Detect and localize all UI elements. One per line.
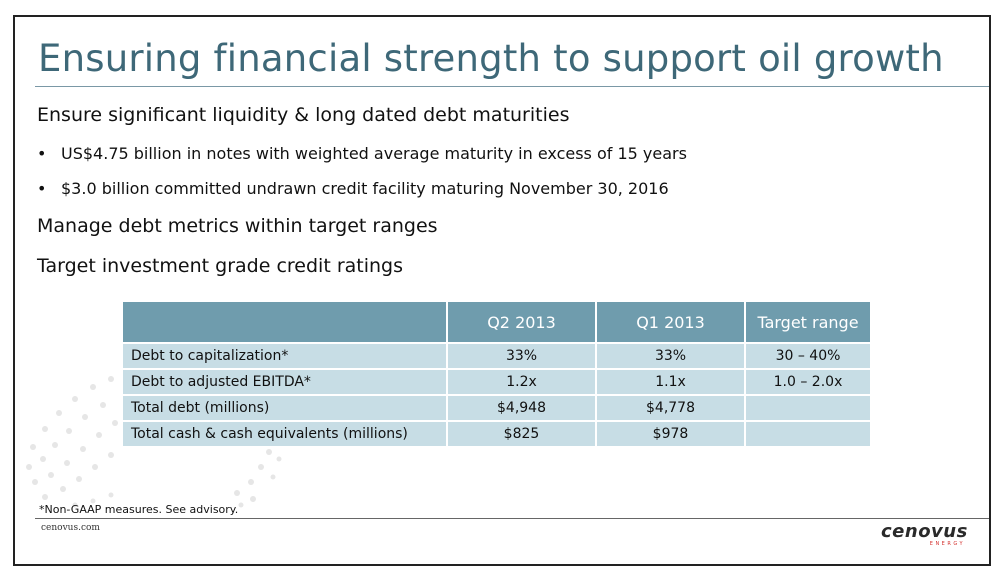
- table-row: Total cash & cash equivalents (millions)…: [123, 422, 870, 446]
- table-header-row: Q2 2013 Q1 2013 Target range: [123, 302, 870, 342]
- table-cell: 1.0 – 2.0x: [746, 370, 870, 394]
- footnote: *Non-GAAP measures. See advisory.: [39, 503, 239, 516]
- decorative-dots-pattern: [26, 376, 282, 508]
- bullet-text: $3.0 billion committed undrawn credit fa…: [61, 179, 669, 198]
- bullet-text: US$4.75 billion in notes with weighted a…: [61, 144, 687, 163]
- table-cell: [746, 396, 870, 420]
- bullet-item: • US$4.75 billion in notes with weighted …: [37, 144, 687, 163]
- liquidity-heading: Ensure significant liquidity & long date…: [37, 104, 570, 126]
- table-header-cell: Q1 2013: [597, 302, 744, 342]
- table-cell: 1.2x: [448, 370, 595, 394]
- title-divider: [35, 86, 989, 87]
- row-label: Debt to adjusted EBITDA*: [123, 370, 446, 394]
- debt-metrics-table: Q2 2013 Q1 2013 Target range Debt to cap…: [121, 300, 872, 448]
- table-cell: $4,948: [448, 396, 595, 420]
- slide-title: Ensuring financial strength to support o…: [38, 37, 944, 80]
- table-row: Debt to adjusted EBITDA* 1.2x 1.1x 1.0 –…: [123, 370, 870, 394]
- table-cell: [746, 422, 870, 446]
- debt-metrics-heading: Manage debt metrics within target ranges: [37, 215, 438, 237]
- table-header-cell: [123, 302, 446, 342]
- row-label: Debt to capitalization*: [123, 344, 446, 368]
- table-cell: 30 – 40%: [746, 344, 870, 368]
- cenovus-logo: cenovus ENERGY: [881, 521, 968, 548]
- table-cell: 1.1x: [597, 370, 744, 394]
- table-header-cell: Target range: [746, 302, 870, 342]
- row-label: Total debt (millions): [123, 396, 446, 420]
- row-label: Total cash & cash equivalents (millions): [123, 422, 446, 446]
- table-row: Debt to capitalization* 33% 33% 30 – 40%: [123, 344, 870, 368]
- table-row: Total debt (millions) $4,948 $4,778: [123, 396, 870, 420]
- logo-subtext: ENERGY: [929, 541, 965, 547]
- table-cell: 33%: [597, 344, 744, 368]
- bullet-item: • $3.0 billion committed undrawn credit f…: [37, 179, 669, 198]
- bullet-dot-icon: •: [37, 144, 47, 163]
- logo-wordmark: cenovus: [881, 521, 968, 542]
- slide: Ensuring financial strength to support o…: [13, 15, 991, 566]
- footer-divider: [35, 518, 989, 519]
- table-cell: $825: [448, 422, 595, 446]
- table-cell: 33%: [448, 344, 595, 368]
- bullet-dot-icon: •: [37, 179, 47, 198]
- table-header-cell: Q2 2013: [448, 302, 595, 342]
- table-cell: $978: [597, 422, 744, 446]
- credit-ratings-heading: Target investment grade credit ratings: [37, 255, 404, 277]
- footer-url: cenovus.com: [41, 523, 100, 533]
- table-cell: $4,778: [597, 396, 744, 420]
